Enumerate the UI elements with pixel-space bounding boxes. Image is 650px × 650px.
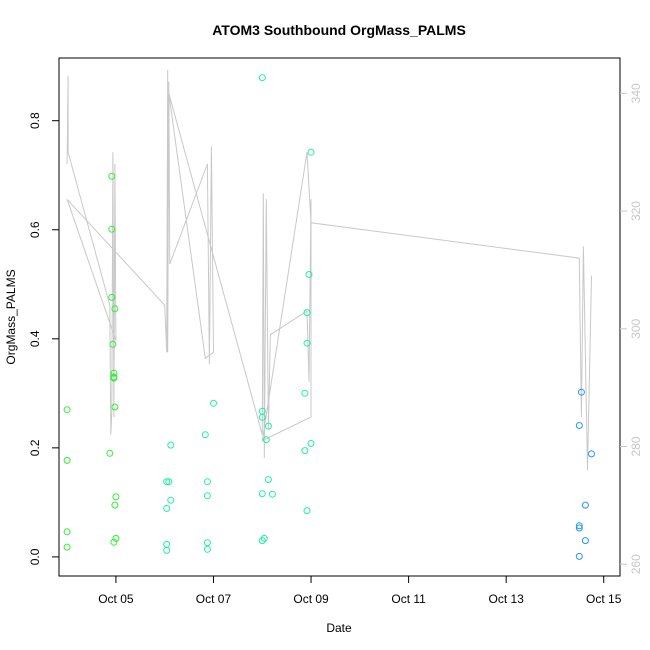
- data-point: [63, 528, 71, 536]
- x-tick-label: Oct 11: [391, 592, 426, 606]
- data-point: [258, 537, 266, 545]
- data-point: [258, 74, 266, 82]
- overlay-line: [66, 69, 592, 471]
- data-point: [110, 369, 118, 377]
- data-point: [575, 552, 583, 560]
- data-point: [112, 493, 120, 501]
- data-point: [264, 476, 272, 483]
- data-point: [63, 543, 71, 551]
- series-4: [575, 388, 595, 560]
- y2-tick-label: 260: [629, 554, 643, 574]
- data-point: [111, 305, 119, 313]
- data-point: [163, 504, 171, 512]
- x-tick-label: Oct 07: [196, 592, 232, 606]
- data-point: [301, 389, 309, 397]
- data-point: [108, 293, 116, 301]
- data-point: [303, 309, 311, 317]
- x-axis: Oct 05 Oct 07 Oct 09 Oct 11 Oct 13 Oct 15: [98, 576, 622, 606]
- data-point: [203, 478, 211, 486]
- data-point: [109, 340, 117, 348]
- y2-tick-label: 300: [629, 318, 643, 338]
- data-point: [167, 496, 175, 504]
- y-tick-label: 0.6: [28, 221, 42, 238]
- data-point: [575, 522, 583, 530]
- data-point: [262, 436, 270, 444]
- data-point: [201, 431, 209, 439]
- data-point: [108, 172, 116, 180]
- data-point: [63, 406, 71, 414]
- y-axis-label: OrgMass_PALMS: [4, 269, 18, 364]
- y2-axis: 260 280 300 320 340: [620, 83, 643, 574]
- data-point: [210, 399, 217, 407]
- x-tick-label: Oct 05: [98, 592, 134, 606]
- data-point: [577, 388, 585, 396]
- data-point: [264, 422, 272, 430]
- plot-area: Oct 05 Oct 07 Oct 09 Oct 11 Oct 13 Oct 150.00…: [28, 57, 643, 606]
- data-point: [108, 225, 116, 233]
- data-point: [268, 490, 276, 498]
- data-point: [258, 490, 266, 498]
- y2-tick-label: 280: [629, 436, 643, 456]
- data-point: [307, 148, 315, 156]
- x-tick-label: Oct 09: [293, 592, 329, 606]
- data-point: [581, 537, 589, 545]
- data-point: [260, 534, 268, 542]
- data-point: [303, 507, 311, 515]
- y-tick-label: 0.0: [28, 548, 42, 565]
- data-point: [301, 447, 309, 455]
- series-3: [258, 74, 315, 545]
- data-point: [165, 478, 173, 486]
- data-point: [111, 501, 119, 509]
- data-point: [203, 492, 211, 500]
- data-point: [203, 539, 211, 547]
- data-point: [581, 501, 589, 509]
- series-1: [63, 172, 120, 551]
- chart-title: ATOM3 Southbound OrgMass_PALMS: [212, 22, 466, 38]
- data-point: [110, 374, 118, 382]
- data-point: [203, 545, 211, 553]
- data-point: [575, 524, 583, 532]
- x-tick-label: Oct 15: [586, 592, 622, 606]
- x-tick-label: Oct 13: [488, 592, 524, 606]
- y2-tick-label: 340: [629, 83, 643, 103]
- data-point: [305, 271, 313, 278]
- y2-tick-label: 320: [629, 201, 643, 221]
- data-point: [307, 440, 315, 447]
- data-point: [303, 339, 311, 347]
- y-axis: 0.0 0.2 0.4 0.6 0.8: [28, 112, 59, 565]
- data-point: [575, 422, 583, 429]
- data-point: [163, 478, 171, 486]
- x-axis-label: Date: [326, 621, 352, 635]
- data-point: [167, 441, 175, 449]
- data-point: [111, 403, 119, 411]
- y-tick-label: 0.8: [28, 112, 42, 129]
- data-point: [112, 534, 120, 542]
- data-point: [106, 449, 114, 457]
- plot-box: [58, 57, 621, 577]
- data-point: [588, 450, 595, 458]
- data-point: [63, 456, 71, 464]
- y-tick-label: 0.2: [28, 439, 42, 456]
- y-tick-label: 0.4: [28, 330, 42, 347]
- series-2: [163, 399, 217, 554]
- data-point: [110, 538, 118, 546]
- data-point: [258, 413, 266, 421]
- data-point: [163, 546, 171, 554]
